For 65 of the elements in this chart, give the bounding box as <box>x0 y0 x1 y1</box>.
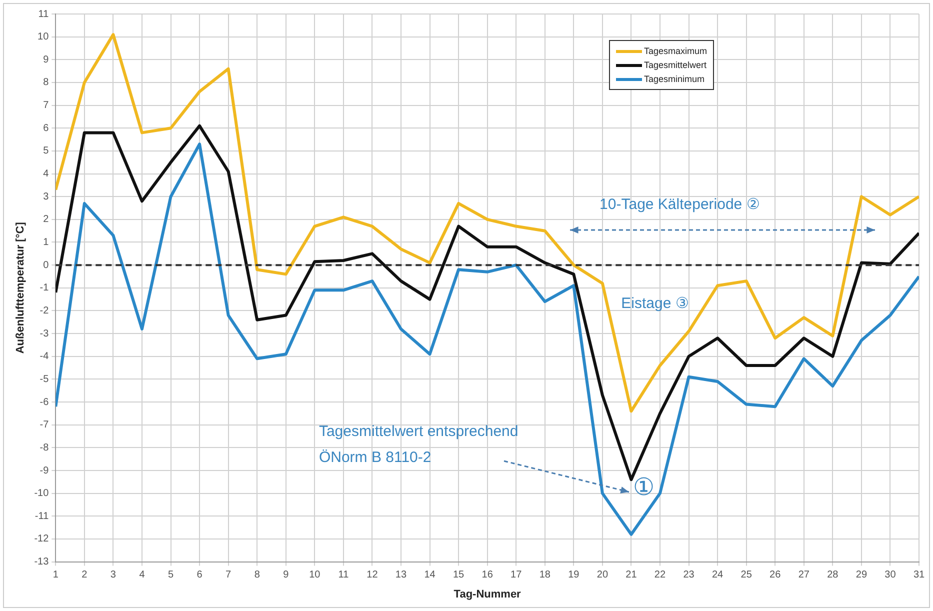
y-tick-label: 4 <box>43 168 50 180</box>
y-tick-label: 3 <box>43 191 50 202</box>
x-tick-label: 30 <box>884 570 896 581</box>
y-tick-label: -3 <box>40 328 50 340</box>
y-axis-title: Außenlufttemperatur [°C] <box>14 222 27 354</box>
annotation: ① <box>633 474 656 501</box>
y-tick-label: 10 <box>38 32 50 43</box>
x-tick-label: 23 <box>683 570 695 581</box>
x-tick-label: 16 <box>482 570 494 581</box>
x-tick-label: 3 <box>110 570 116 581</box>
x-tick-label: 14 <box>424 570 436 581</box>
x-tick-label: 2 <box>82 570 88 581</box>
annotation: Eistage ③ <box>621 294 690 314</box>
x-tick-label: 9 <box>283 570 290 581</box>
y-tick-label: 2 <box>43 214 50 226</box>
y-tick-label: -12 <box>34 534 50 545</box>
x-tick-label: 18 <box>539 570 551 581</box>
y-tick-label: 7 <box>43 100 50 112</box>
x-axis-title: Tag-Nummer <box>454 588 522 600</box>
y-tick-label: -13 <box>34 556 50 568</box>
annotation: Tagesmittelwert entsprechend ÖNorm B 8110-2 <box>318 422 520 468</box>
x-tick-label: 24 <box>712 570 724 581</box>
x-tick-label: 20 <box>596 570 608 581</box>
legend-label: Tagesminimum <box>644 74 705 84</box>
y-tick-label: -8 <box>40 442 50 454</box>
y-tick-label: -4 <box>40 351 50 362</box>
x-tick-label: 4 <box>139 570 146 581</box>
x-tick-label: 19 <box>568 570 580 581</box>
x-tick-label: 13 <box>395 570 407 581</box>
y-tick-label: -9 <box>40 465 50 476</box>
y-tick-label: -11 <box>34 510 50 522</box>
y-tick-label: 9 <box>43 54 50 66</box>
y-tick-label: 1 <box>43 237 50 248</box>
x-tick-label: 21 <box>626 570 638 581</box>
y-tick-label: -7 <box>40 420 50 431</box>
y-tick-label: -5 <box>40 374 50 385</box>
x-tick-label: 11 <box>338 570 350 581</box>
y-tick-label: 11 <box>38 8 50 20</box>
x-tick-label: 26 <box>770 570 782 581</box>
x-tick-label: 31 <box>913 570 925 581</box>
y-tick-label: 6 <box>43 122 50 134</box>
y-tick-label: -10 <box>34 488 50 500</box>
x-tick-label: 6 <box>196 570 203 581</box>
y-tick-label: 0 <box>43 260 50 271</box>
y-tick-label: -2 <box>40 305 50 316</box>
y-tick-label: 8 <box>43 77 50 88</box>
annotation: 10-Tage Kälteperiode ② <box>600 195 760 216</box>
y-tick-label: -1 <box>40 282 50 294</box>
x-tick-label: 27 <box>798 570 810 581</box>
x-tick-label: 1 <box>52 570 59 581</box>
x-tick-label: 25 <box>740 570 752 581</box>
x-tick-label: 5 <box>168 570 174 581</box>
legend-label: Tagesmaximum <box>644 46 708 56</box>
x-tick-label: 12 <box>366 570 378 581</box>
x-tick-label: 15 <box>452 570 465 581</box>
legend-label: Tagesmittelwert <box>644 60 707 70</box>
x-tick-label: 10 <box>309 570 321 581</box>
x-tick-label: 17 <box>510 570 522 581</box>
y-tick-label: -6 <box>40 396 50 408</box>
x-tick-label: 29 <box>856 570 868 581</box>
y-tick-label: 5 <box>43 146 50 157</box>
x-tick-label: 22 <box>654 570 666 581</box>
x-tick-label: 8 <box>254 570 260 581</box>
x-tick-label: 28 <box>827 570 839 581</box>
x-tick-label: 7 <box>226 570 232 581</box>
